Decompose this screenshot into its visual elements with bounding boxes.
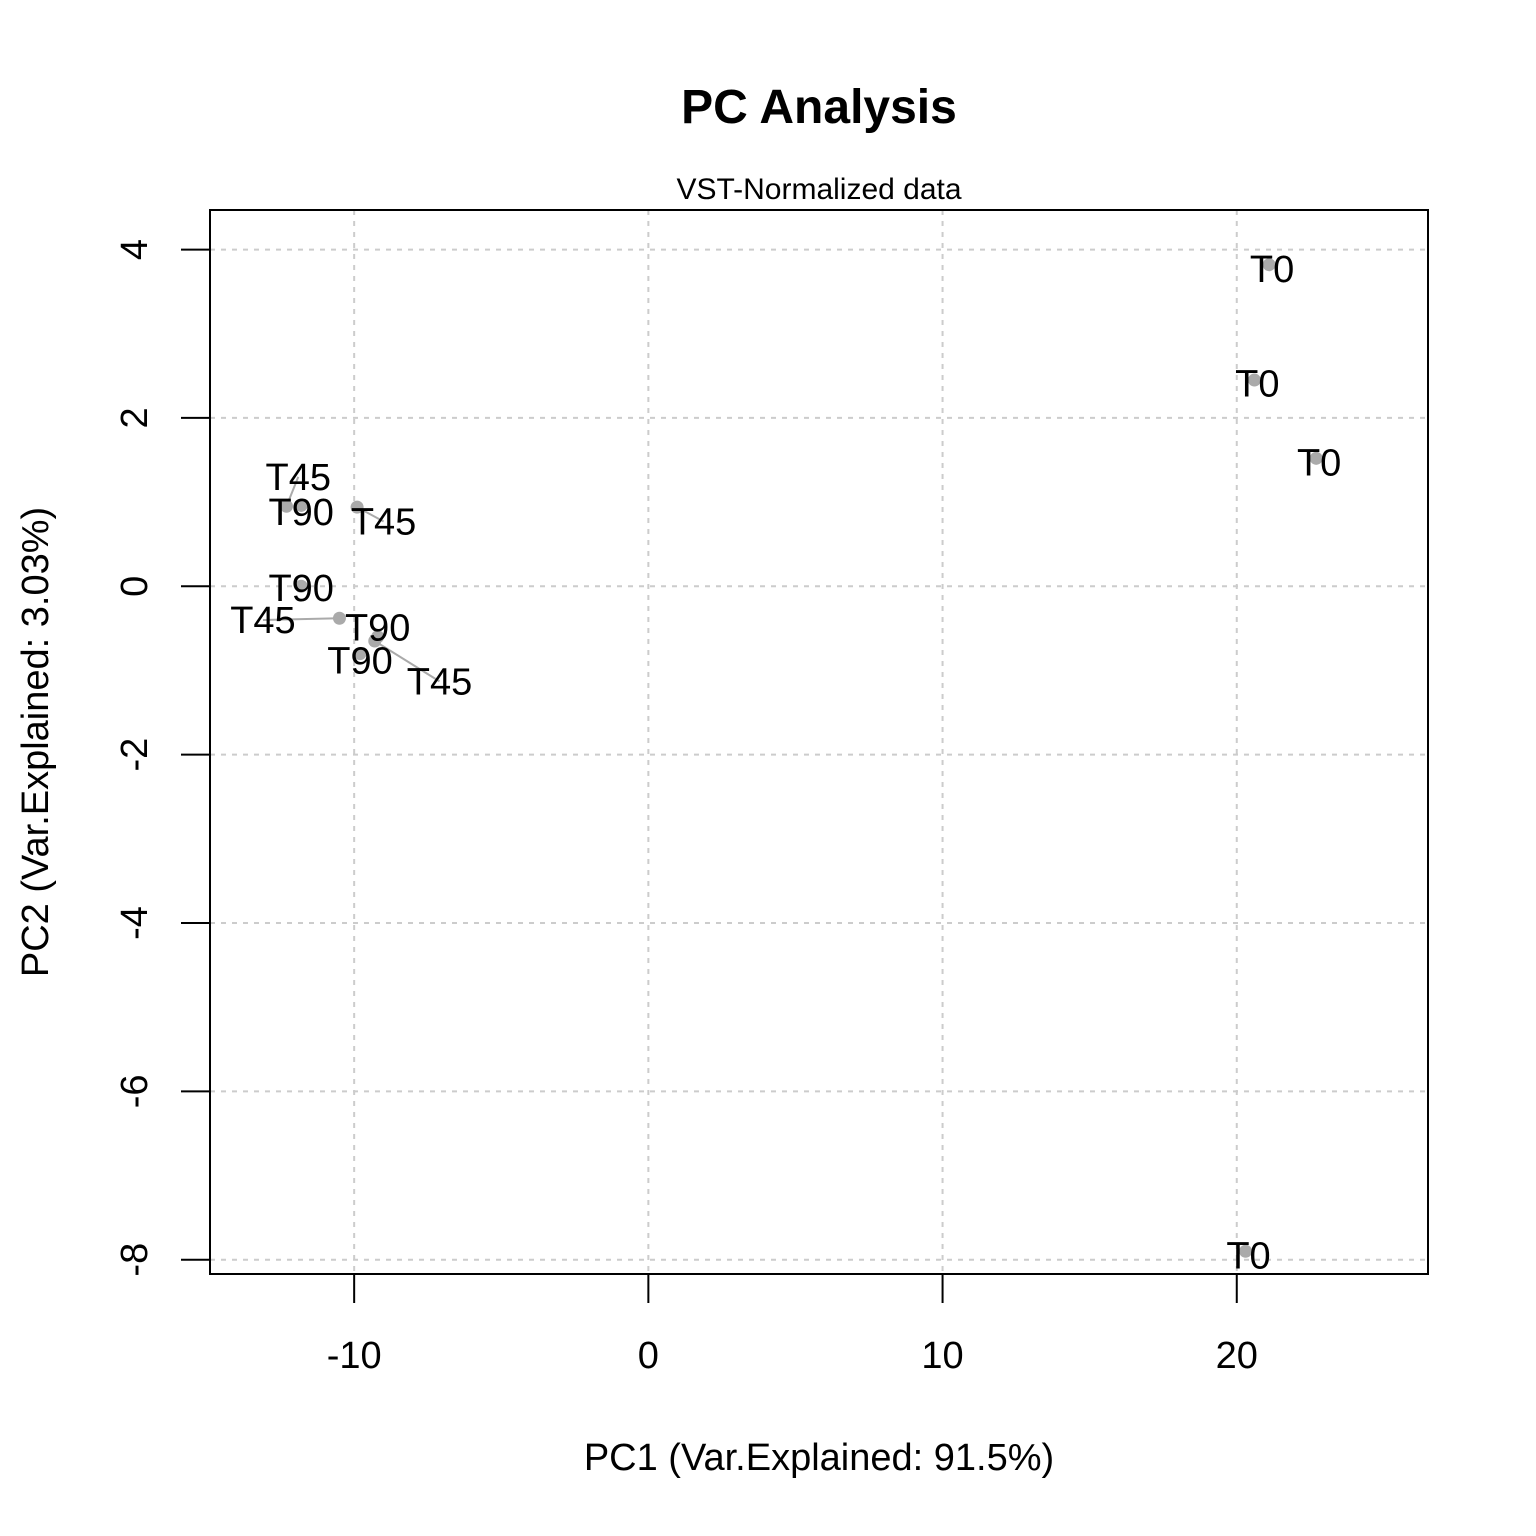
x-tick-label-0: -10 [327,1335,382,1377]
chart-subtitle: VST-Normalized data [676,173,961,206]
chart-title: PC Analysis [681,81,957,134]
point-label-11: T45 [407,661,472,703]
y-tick-label-0: -8 [114,1243,156,1277]
point-label-7: T90 [268,568,333,610]
leader-line-8 [262,617,340,621]
point-label-5: T90 [268,492,333,534]
data-point-2 [1309,451,1323,465]
x-tick-label-1: 0 [638,1335,659,1377]
data-point-4 [279,499,293,513]
point-label-2: T0 [1297,443,1341,485]
data-point-10 [353,647,367,661]
x-tick-label-3: 20 [1216,1335,1258,1377]
data-point-0 [1262,258,1276,272]
x-tick-label-2: 10 [921,1335,963,1377]
data-point-3 [1239,1244,1253,1258]
y-axis: -8 -6 -4 -2 0 2 4 [114,239,210,1277]
y-tick-label-3: -2 [114,738,156,772]
plot-frame [209,209,1429,1275]
point-label-3: T0 [1226,1235,1270,1277]
data-points [279,258,1323,1258]
point-label-9: T90 [345,608,410,650]
y-axis-label: PC2 (Var.Explained: 3.03%) [15,507,57,977]
point-label-10: T90 [327,640,392,682]
data-point-8 [332,611,346,625]
grid-lines [210,210,1428,1274]
y-tick-label-1: -6 [114,1074,156,1108]
point-label-4: T45 [266,457,331,499]
x-axis: -10 0 10 20 [327,1274,1258,1377]
y-tick-label-4: 0 [114,576,156,597]
data-point-6 [350,500,364,514]
leader-line-11 [374,640,441,683]
point-label-8: T45 [230,600,295,642]
y-tick-label-2: -4 [114,906,156,940]
point-label-1: T0 [1235,363,1279,405]
point-label-0: T0 [1250,249,1294,291]
data-point-7 [294,579,308,593]
data-point-1 [1247,373,1261,387]
x-axis-label: PC1 (Var.Explained: 91.5%) [584,1437,1054,1479]
data-point-11 [368,634,382,648]
point-label-6: T45 [351,501,416,543]
data-point-5 [294,498,308,512]
y-tick-label-5: 2 [114,407,156,428]
y-tick-label-6: 4 [114,239,156,260]
